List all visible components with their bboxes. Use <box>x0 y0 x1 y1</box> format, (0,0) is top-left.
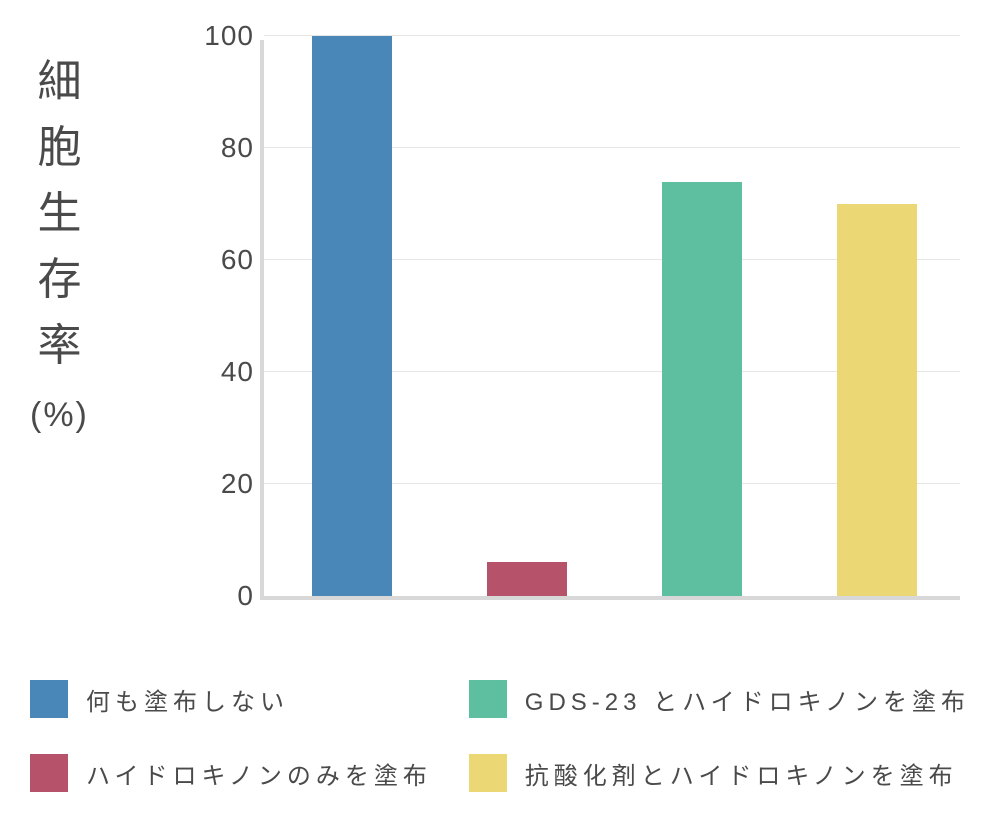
plot-area: 020406080100 <box>260 40 960 600</box>
ytick-label: 60 <box>204 244 264 276</box>
legend-label: 何も塗布しない <box>86 682 289 717</box>
chart-area: 020406080100 <box>200 40 960 630</box>
legend-swatch <box>30 680 68 718</box>
legend-label: GDS-23 とハイドロキノンを塗布 <box>525 682 970 717</box>
bar <box>662 182 742 596</box>
legend-item: 抗酸化剤とハイドロキノンを塗布 <box>469 754 970 792</box>
legend-item: ハイドロキノンのみを塗布 <box>30 754 449 792</box>
ytick-label: 40 <box>204 356 264 388</box>
bar <box>312 36 392 596</box>
legend-swatch <box>469 680 507 718</box>
chart-canvas: 細 胞 生 存 率 (%) 020406080100 何も塗布しないGDS-23… <box>0 0 1000 814</box>
ytick-label: 20 <box>204 468 264 500</box>
y-axis-label: 細 胞 生 存 率 (%) <box>30 60 89 435</box>
ytick-label: 0 <box>204 580 264 612</box>
ylabel-char: 存 <box>37 258 81 302</box>
bar <box>487 562 567 596</box>
legend-label: 抗酸化剤とハイドロキノンを塗布 <box>525 756 958 791</box>
ylabel-unit: (%) <box>30 396 89 435</box>
legend-item: 何も塗布しない <box>30 680 449 718</box>
legend-label: ハイドロキノンのみを塗布 <box>86 756 432 791</box>
bar <box>837 204 917 596</box>
ylabel-char: 細 <box>37 60 81 104</box>
ylabel-char: 生 <box>37 192 81 236</box>
legend-swatch <box>469 754 507 792</box>
ytick-label: 80 <box>204 132 264 164</box>
ylabel-char: 率 <box>37 324 81 368</box>
legend-swatch <box>30 754 68 792</box>
ylabel-char: 胞 <box>37 126 81 170</box>
legend: 何も塗布しない GDS-23 とハイドロキノンを塗布ハイドロキノンのみを塗布 抗酸化… <box>30 680 970 792</box>
ytick-label: 100 <box>204 20 264 52</box>
legend-item: GDS-23 とハイドロキノンを塗布 <box>469 680 970 718</box>
